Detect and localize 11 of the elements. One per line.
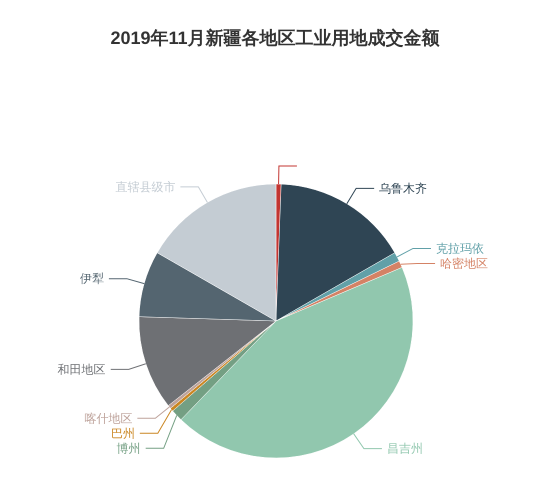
slice-label: 克拉玛依 — [436, 241, 484, 256]
slice-label: 乌鲁木齐 — [379, 181, 428, 196]
slice-label: 和田地区 — [58, 362, 106, 376]
slice-label: 喀什地区 — [84, 411, 132, 426]
slice-label: 博州 — [116, 441, 141, 456]
slice-label: 直辖县级市 — [115, 180, 176, 194]
slice-label: 巴州 — [110, 426, 135, 440]
chart-title: 2019年11月新疆各地区工业用地成交金额 — [110, 28, 441, 48]
slice-label: 伊犁 — [80, 272, 104, 286]
slice-label: 哈密地区 — [440, 256, 488, 270]
slice-label: 昌吉州 — [386, 442, 423, 456]
